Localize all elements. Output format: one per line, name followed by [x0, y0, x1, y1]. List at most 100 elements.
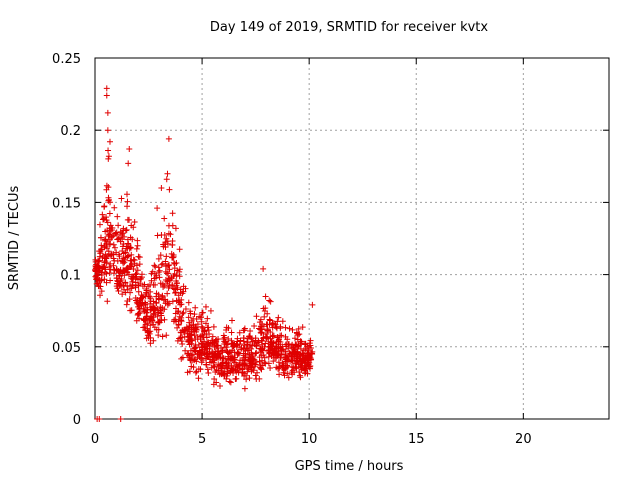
- data-point: [238, 346, 245, 353]
- data-point: [205, 327, 212, 334]
- data-point: [193, 328, 200, 335]
- data-point: [240, 335, 247, 342]
- data-point: [124, 283, 131, 290]
- data-point: [239, 357, 246, 364]
- data-point: [127, 257, 134, 264]
- data-point: [164, 280, 171, 287]
- data-point: [140, 316, 147, 323]
- data-point: [162, 263, 169, 270]
- data-point: [113, 266, 120, 273]
- data-point: [275, 314, 282, 321]
- data-point: [224, 349, 231, 356]
- data-point: [269, 324, 276, 331]
- data-point: [266, 297, 273, 304]
- data-point: [107, 277, 114, 284]
- data-point: [150, 281, 157, 288]
- data-point: [114, 277, 121, 284]
- data-point: [209, 333, 216, 340]
- data-point: [103, 186, 110, 193]
- data-point: [240, 327, 247, 334]
- data-point: [279, 318, 286, 325]
- data-point: [154, 205, 161, 212]
- data-point: [100, 215, 107, 222]
- data-point: [155, 326, 162, 333]
- grid-lines: [95, 58, 609, 419]
- data-point: [275, 359, 282, 366]
- data-point: [157, 310, 164, 317]
- data-point: [128, 251, 135, 258]
- data-point: [305, 361, 312, 368]
- data-point: [220, 355, 227, 362]
- data-point: [187, 357, 194, 364]
- data-point: [107, 260, 114, 267]
- data-point: [117, 416, 124, 422]
- data-point: [182, 285, 189, 292]
- data-point: [169, 222, 176, 229]
- data-point: [156, 267, 163, 274]
- x-tick-label: 5: [198, 432, 206, 447]
- data-point: [122, 279, 129, 286]
- data-point: [107, 222, 114, 229]
- data-point: [166, 300, 173, 307]
- data-point: [297, 345, 304, 352]
- data-point: [116, 272, 123, 279]
- data-point: [192, 356, 199, 363]
- data-point: [106, 270, 113, 277]
- data-point: [280, 361, 287, 368]
- data-point: [163, 176, 170, 183]
- data-point: [185, 299, 192, 306]
- data-point: [123, 191, 130, 198]
- data-point: [155, 295, 162, 302]
- data-point: [230, 370, 237, 377]
- data-point: [106, 138, 113, 145]
- data-point: [128, 307, 135, 314]
- data-point: [195, 341, 202, 348]
- data-point: [235, 361, 242, 368]
- data-point: [94, 280, 101, 287]
- y-tick-label: 0.25: [52, 52, 81, 67]
- data-point: [192, 345, 199, 352]
- data-point: [229, 356, 236, 363]
- data-point: [164, 170, 171, 177]
- data-point: [135, 310, 142, 317]
- data-point: [169, 242, 176, 249]
- data-point: [253, 349, 260, 356]
- data-point: [240, 359, 247, 366]
- data-point: [134, 276, 141, 283]
- data-point: [116, 253, 123, 260]
- data-point: [193, 368, 200, 375]
- data-point: [259, 326, 266, 333]
- data-point: [203, 348, 210, 355]
- data-point: [163, 332, 170, 339]
- data-point: [159, 293, 166, 300]
- data-point: [198, 359, 205, 366]
- data-point: [284, 370, 291, 377]
- data-point: [276, 371, 283, 378]
- data-point: [253, 313, 260, 320]
- data-point: [199, 309, 206, 316]
- data-point: [260, 351, 267, 358]
- data-point: [105, 147, 112, 154]
- data-point: [266, 316, 273, 323]
- data-point: [244, 347, 251, 354]
- data-point: [170, 259, 177, 266]
- plot-frame: [94, 57, 610, 420]
- data-point: [145, 334, 152, 341]
- data-point: [188, 363, 195, 370]
- data-point: [97, 234, 104, 241]
- data-point: [172, 305, 179, 312]
- data-point: [157, 252, 164, 259]
- data-point: [123, 301, 130, 308]
- data-point: [246, 375, 253, 382]
- data-point: [210, 323, 217, 330]
- data-point: [224, 370, 231, 377]
- data-point: [129, 236, 136, 243]
- data-point: [228, 317, 235, 324]
- data-point: [172, 289, 179, 296]
- data-point: [108, 234, 115, 241]
- data-point: [113, 249, 120, 256]
- data-point: [192, 369, 199, 376]
- data-point: [115, 287, 122, 294]
- data-point: [227, 379, 234, 386]
- data-point: [229, 366, 236, 373]
